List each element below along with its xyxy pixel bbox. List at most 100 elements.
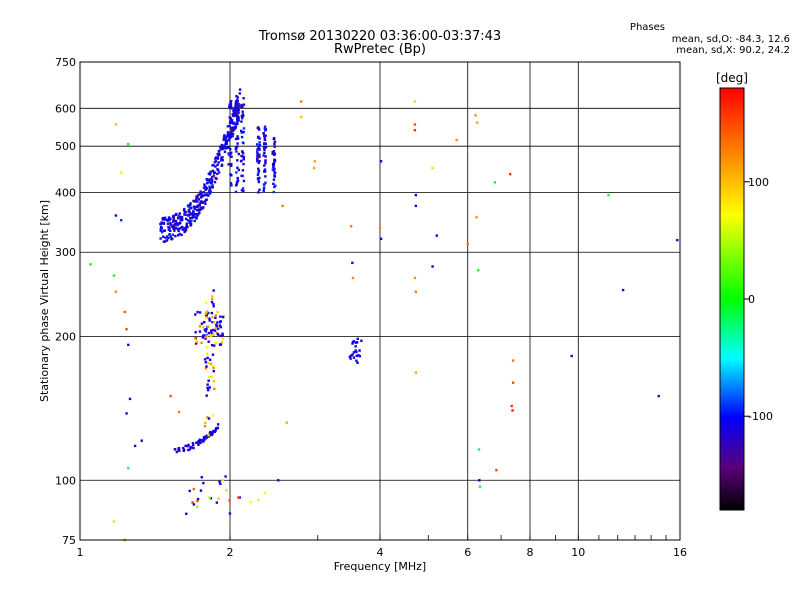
- f-column-point: [255, 150, 259, 153]
- cluster-3-6mhz-point: [351, 340, 355, 344]
- f-trace-point: [232, 122, 235, 125]
- data-point: [351, 276, 355, 280]
- f-trace-point: [196, 205, 199, 208]
- f-column-point: [234, 137, 238, 141]
- f-column-point: [229, 102, 233, 106]
- f-trace-point: [204, 193, 207, 196]
- f-trace-point: [238, 92, 241, 95]
- f-column-point: [229, 148, 232, 151]
- f-column-point: [236, 137, 240, 140]
- f-column-point: [240, 103, 243, 107]
- f-trace-point: [167, 225, 170, 229]
- colorbar-tick-label: 0: [748, 293, 755, 306]
- f-column-point: [272, 165, 275, 169]
- f-column-point: [257, 169, 261, 172]
- scatter-column-point: [210, 311, 214, 315]
- f-trace-point: [216, 157, 220, 160]
- cluster-3-6mhz-point: [350, 354, 353, 357]
- cluster-3-6mhz-point: [355, 354, 358, 358]
- f-column-point: [241, 169, 245, 172]
- data-point: [125, 328, 128, 331]
- f-column-point: [273, 152, 277, 156]
- data-point: [475, 216, 478, 219]
- e-trace-point: [216, 423, 220, 426]
- e-trace-point: [206, 435, 209, 438]
- f-trace-point: [217, 152, 221, 156]
- f-trace-point: [162, 221, 166, 225]
- f-column-point: [242, 97, 245, 100]
- cluster-3-6mhz-point: [352, 351, 356, 354]
- f-trace-point: [223, 134, 226, 137]
- x-tick-label: 2: [227, 546, 234, 559]
- f-trace-point: [206, 193, 209, 196]
- f-trace-point: [209, 181, 213, 184]
- f-trace-point: [202, 190, 205, 194]
- f-trace-point: [164, 236, 167, 239]
- e-trace-point: [202, 440, 205, 443]
- f-trace-point: [173, 229, 176, 232]
- low-scatter-point: [191, 501, 194, 504]
- data-point: [511, 409, 514, 412]
- low-scatter-point: [215, 501, 219, 504]
- f-trace-point: [198, 208, 202, 212]
- y-tick-label: 500: [55, 140, 76, 153]
- f-trace-point: [159, 228, 163, 231]
- low-scatter-point: [221, 478, 224, 482]
- f-trace-point: [232, 107, 236, 110]
- e-trace-point: [212, 429, 215, 433]
- f-column-point: [228, 139, 231, 142]
- f-column-point: [272, 150, 276, 153]
- f-trace-point: [204, 188, 207, 192]
- f-trace-point: [188, 219, 191, 223]
- f-trace-point: [173, 223, 176, 227]
- chart-title-line1: Tromsø 20130220 03:36:00-03:37:43: [258, 29, 502, 44]
- f-trace-point: [205, 178, 209, 182]
- f-column-point: [258, 155, 261, 159]
- f-trace-point: [180, 215, 184, 219]
- f-trace-point: [171, 233, 175, 236]
- f-trace-point: [165, 218, 169, 222]
- scatter-column-point: [208, 375, 211, 379]
- scatter-column-point: [205, 301, 208, 304]
- f-trace-point: [159, 222, 162, 226]
- e-trace-point: [213, 430, 216, 434]
- f-trace-point: [214, 160, 217, 163]
- es-point: [200, 341, 203, 345]
- scatter-column-point: [211, 414, 215, 417]
- f-trace-point: [191, 210, 195, 213]
- scatter-column-point: [211, 295, 214, 298]
- f-column-point: [241, 141, 245, 144]
- f-trace-point: [211, 179, 214, 182]
- f-trace-point: [187, 210, 190, 213]
- f-trace-point: [208, 180, 211, 183]
- f-column-point: [264, 134, 267, 137]
- es-point: [221, 315, 225, 319]
- f-trace-point: [169, 229, 172, 232]
- f-column-point: [241, 114, 245, 118]
- f-trace-point: [166, 222, 170, 225]
- es-point: [219, 325, 222, 329]
- es-point: [203, 328, 207, 331]
- f-column-point: [236, 159, 239, 162]
- cluster-3-6mhz-point: [355, 359, 358, 362]
- f-column-point: [264, 145, 268, 149]
- data-point: [249, 500, 252, 504]
- f-trace-point: [172, 220, 175, 223]
- f-column-point: [230, 151, 233, 154]
- es-point: [195, 340, 199, 343]
- f-trace-point: [203, 183, 206, 186]
- es-point: [208, 319, 211, 322]
- scatter-column-point: [204, 337, 207, 340]
- low-scatter-point: [238, 496, 241, 499]
- data-point: [128, 397, 132, 401]
- f-column-point: [230, 174, 233, 177]
- data-point: [188, 489, 191, 493]
- f-column-point: [227, 163, 230, 166]
- f-trace-point: [167, 216, 171, 219]
- f-trace-point: [219, 148, 222, 151]
- f-trace-point: [207, 194, 210, 197]
- scatter-column-point: [204, 367, 208, 370]
- scatter-column-point: [212, 380, 216, 383]
- data-point: [313, 160, 317, 163]
